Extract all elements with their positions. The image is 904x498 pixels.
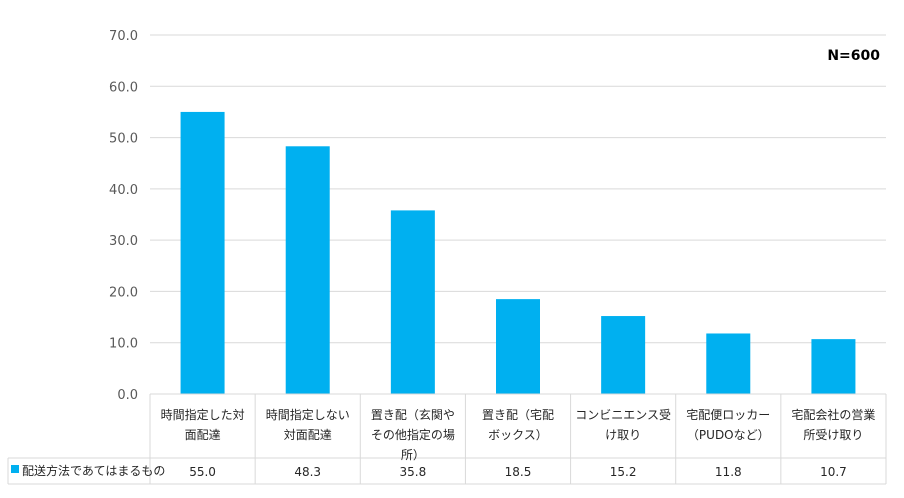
data-table-value: 35.8	[399, 465, 426, 479]
bar	[706, 333, 751, 394]
category-label: 時間指定しない対面配達	[266, 407, 350, 442]
y-tick-label: 10.0	[109, 337, 138, 352]
data-table-value: 18.5	[505, 465, 532, 479]
category-label: 時間指定した対面配達	[161, 407, 245, 442]
category-label: コンビニエンス受け取り	[575, 408, 671, 442]
legend-swatch	[11, 465, 19, 473]
sample-size-annotation: N=600	[827, 48, 880, 64]
y-tick-label: 0.0	[117, 388, 138, 403]
data-table-value: 10.7	[820, 465, 847, 479]
data-table-value: 11.8	[715, 465, 742, 479]
category-label: 置き配（玄関やその他指定の場所）	[371, 407, 455, 462]
bar	[180, 111, 225, 394]
data-table-value: 15.2	[610, 465, 637, 479]
y-tick-label: 40.0	[109, 183, 138, 198]
category-label: 宅配会社の営業所受け取り	[791, 407, 875, 442]
data-table-value: 48.3	[294, 465, 321, 479]
bar	[496, 299, 540, 394]
category-label: 置き配（宅配ボックス）	[482, 407, 554, 442]
y-tick-label: 30.0	[109, 234, 138, 249]
y-axis-tick-labels: 0.0 10.0 20.0 30.0 40.0 50.0 60.0 70.0	[109, 29, 138, 403]
y-tick-label: 60.0	[109, 80, 138, 95]
y-tick-label: 70.0	[109, 29, 138, 44]
bar	[390, 210, 435, 394]
legend-label: 配送方法であてはまるもの	[22, 463, 165, 478]
y-tick-label: 50.0	[109, 132, 138, 147]
data-table-value: 55.0	[189, 465, 216, 479]
gridlines	[150, 34, 886, 395]
bar	[811, 339, 856, 394]
bars	[180, 111, 856, 394]
bar	[601, 316, 646, 394]
category-label: 宅配便ロッカー（PUDOなど）	[686, 407, 770, 442]
y-tick-label: 20.0	[109, 285, 138, 300]
bar	[285, 146, 330, 394]
